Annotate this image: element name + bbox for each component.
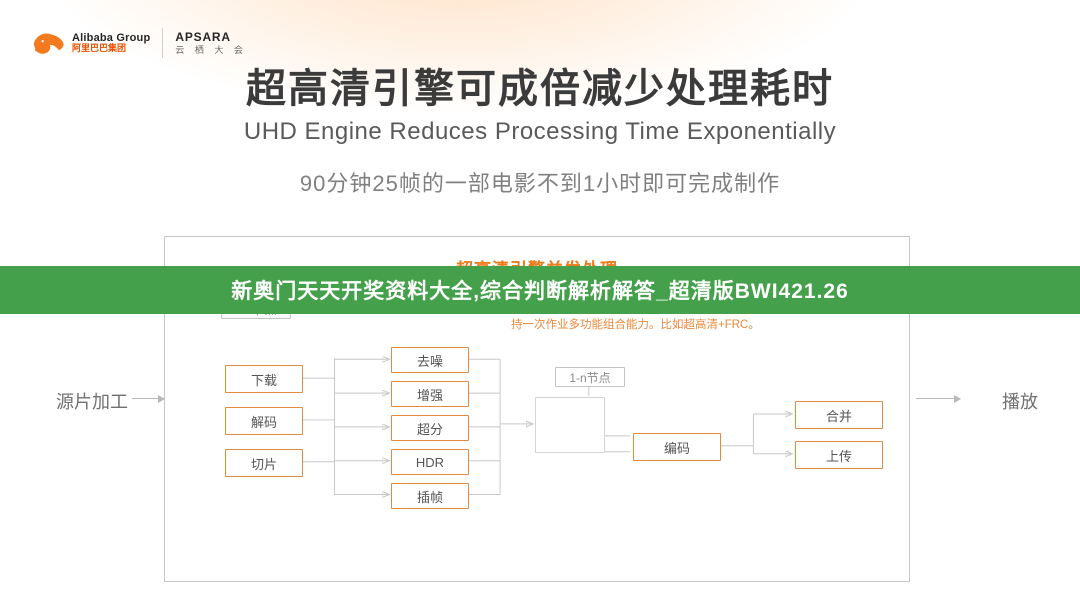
side-label-left: 源片加工 [56, 388, 128, 414]
title-en: UHD Engine Reduces Processing Time Expon… [0, 118, 1080, 146]
apsara-logo: APSARA 云 栖 大 会 [175, 31, 247, 55]
apsara-text-cn: 云 栖 大 会 [175, 46, 247, 55]
arrow-out-of-diagram-icon [916, 398, 960, 399]
logo-divider [162, 28, 163, 58]
alibaba-face-icon [30, 30, 66, 56]
subtitle: 90分钟25帧的一部电影不到1小时即可完成制作 [0, 166, 1080, 198]
node-enhance: 增强 [391, 381, 469, 407]
node-download: 下载 [225, 365, 303, 393]
node-decode: 解码 [225, 407, 303, 435]
title-cn: 超高清引擎可成倍减少处理耗时 [0, 56, 1080, 114]
title-block: 超高清引擎可成倍减少处理耗时 UHD Engine Reduces Proces… [0, 56, 1080, 146]
logo-bar: Alibaba Group 阿里巴巴集团 APSARA 云 栖 大 会 [30, 28, 247, 58]
alibaba-text-cn: 阿里巴巴集团 [72, 44, 150, 53]
node-hdr: HDR [391, 449, 469, 475]
info-line: 持一次作业多功能组合能力。比如超高清+FRC。 [511, 317, 891, 335]
node-slice: 切片 [225, 449, 303, 477]
node-group-placeholder [535, 397, 605, 453]
tag-1n-mid: 1-n节点 [555, 367, 625, 387]
node-upload: 上传 [795, 441, 883, 469]
overlay-banner: 新奥门天天开奖资料大全,综合判断解析解答_超清版BWI421.26 [0, 266, 1080, 314]
node-encode: 编码 [633, 433, 721, 461]
overlay-banner-text: 新奥门天天开奖资料大全,综合判断解析解答_超清版BWI421.26 [231, 275, 849, 305]
alibaba-text: Alibaba Group 阿里巴巴集团 [72, 33, 150, 54]
arrow-into-diagram-icon [132, 398, 164, 399]
side-label-right: 播放 [1002, 388, 1038, 414]
alibaba-logo: Alibaba Group 阿里巴巴集团 [30, 30, 150, 56]
node-frc: 插帧 [391, 483, 469, 509]
node-superres: 超分 [391, 415, 469, 441]
apsara-text-en: APSARA [175, 31, 247, 44]
node-merge: 合并 [795, 401, 883, 429]
node-denoise: 去噪 [391, 347, 469, 373]
